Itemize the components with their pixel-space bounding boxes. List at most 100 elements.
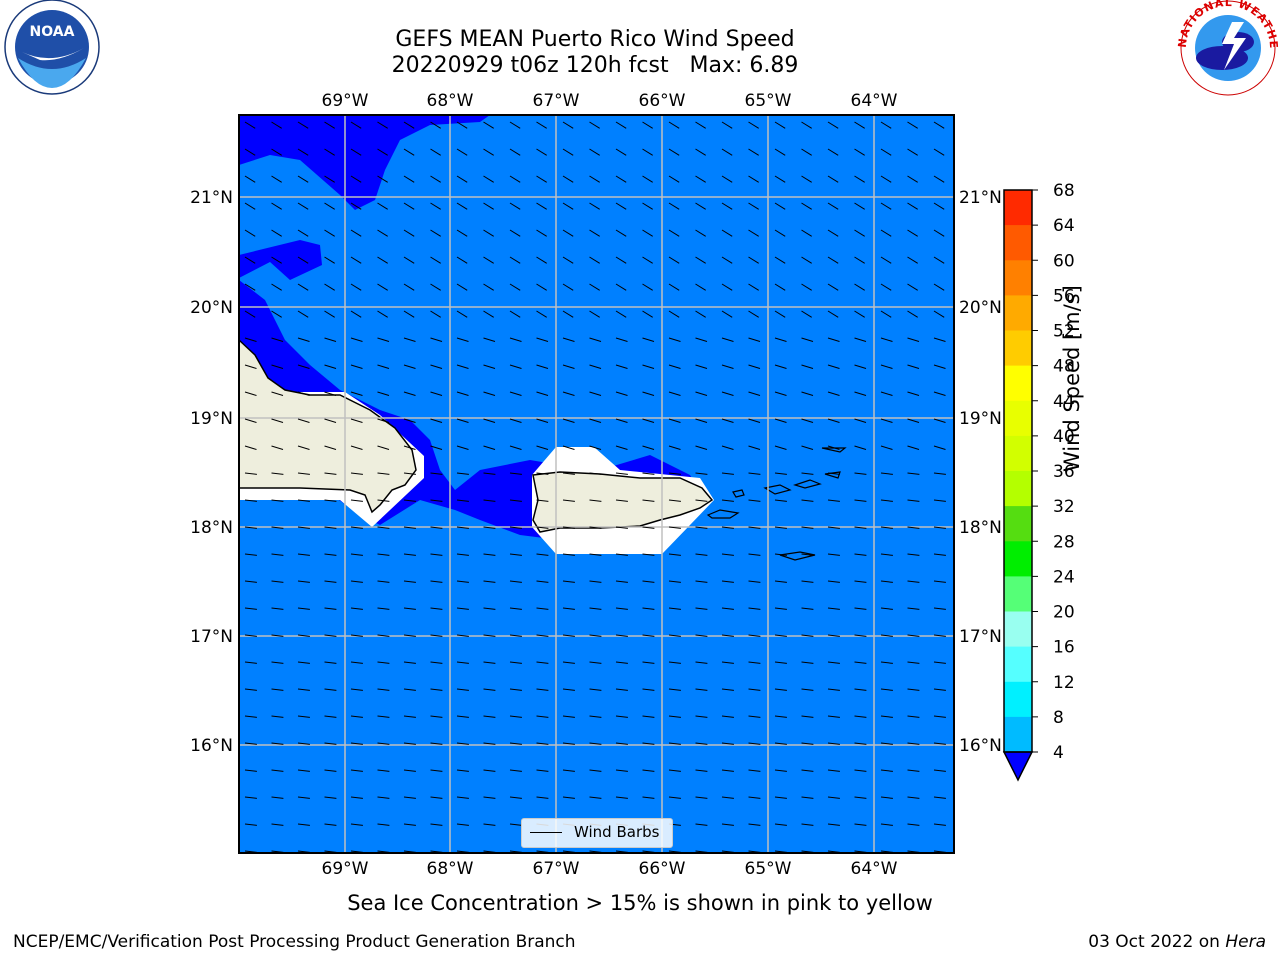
wind-barb [377, 445, 390, 450]
wind-barb [350, 607, 363, 610]
wind-barb [350, 526, 363, 529]
nws-logo-text: NATIONAL WEATHER SERVICE [0, 0, 1279, 50]
wind-barb [880, 796, 893, 799]
wind-barb [536, 121, 547, 129]
wind-barb [907, 256, 918, 264]
wind-barb [721, 526, 734, 529]
wind-barb [403, 391, 416, 396]
wind-barb [244, 256, 256, 264]
wind-barb [774, 769, 787, 772]
wind-barb [271, 526, 284, 529]
wind-barb [509, 202, 521, 210]
wind-barb [589, 526, 602, 529]
wind-barb [774, 607, 787, 610]
wind-barb [536, 202, 547, 210]
wind-barb [430, 823, 443, 826]
wind-barb [271, 256, 282, 264]
wind-barb [456, 769, 469, 772]
wind-barb [324, 472, 337, 475]
wind-barb [801, 823, 814, 826]
wind-barb [827, 742, 840, 745]
lon-label-top: 66°W [639, 91, 686, 111]
wind-barb [907, 607, 920, 610]
wind-barb [324, 202, 335, 210]
wind-barb [483, 418, 496, 423]
colorbar-segment [1004, 716, 1032, 753]
wind-barb [483, 823, 496, 826]
wind-barb [403, 418, 416, 423]
wind-barb [721, 769, 734, 772]
wind-barb [854, 715, 867, 718]
wind-barb [297, 742, 310, 745]
wind-barb [721, 472, 734, 475]
wind-barb [350, 175, 362, 183]
wind-barb [244, 553, 257, 556]
wind-barb [933, 742, 946, 745]
wind-barb [615, 148, 627, 156]
wind-barb [907, 202, 918, 210]
lat-label-left: 18°N [190, 518, 233, 538]
wind-barb [536, 229, 547, 237]
wind-barb [854, 499, 867, 502]
wind-barb [456, 175, 468, 183]
wind-barb [827, 499, 840, 502]
wind-barb [642, 553, 655, 556]
wind-barb [721, 418, 734, 423]
wind-barb [483, 148, 494, 156]
wind-barb [880, 634, 893, 637]
wind-barb [562, 364, 575, 369]
wind-barb [244, 580, 257, 583]
wind-barb [854, 823, 867, 826]
wind-barb [483, 634, 496, 637]
wind-barb [801, 175, 812, 183]
wind-barb [668, 337, 681, 342]
wind-barb [377, 796, 390, 799]
wind-barb [748, 607, 761, 610]
wind-barb [801, 337, 814, 342]
wind-barb [589, 175, 600, 183]
wind-barb [324, 553, 337, 556]
wind-barb [748, 337, 761, 342]
wind-barb [350, 742, 363, 745]
wind-barb [880, 526, 893, 529]
wind-barb [589, 472, 602, 475]
wind-barb [854, 310, 865, 318]
wind-barb [483, 580, 496, 583]
wind-barb [244, 823, 257, 826]
wind-barb [695, 823, 708, 826]
wind-barb [244, 661, 257, 664]
wind-barb [933, 121, 945, 129]
wind-barb [324, 418, 337, 423]
wind-barb [377, 175, 388, 183]
wind-barb [933, 445, 946, 450]
wind-barb [456, 121, 468, 129]
wind-barb [801, 418, 814, 423]
wind-barb [854, 148, 865, 156]
wind-barb [801, 688, 814, 691]
wind-barb [907, 121, 918, 129]
wind-barb [695, 796, 708, 799]
colorbar-segment [1004, 260, 1032, 296]
wind-barb [350, 256, 362, 264]
wind-barb [350, 823, 363, 826]
footer-date-text: 03 Oct 2022 on [1088, 932, 1226, 952]
wind-barb [827, 391, 840, 396]
wind-barb [324, 526, 337, 529]
wind-barb [377, 499, 390, 502]
wind-barb [244, 445, 257, 450]
wind-barb [907, 472, 920, 475]
wind-barb [430, 445, 443, 450]
wind-barb [430, 499, 443, 502]
wind-barb [668, 607, 681, 610]
wind-barb [907, 769, 920, 772]
wind-barb [350, 499, 363, 502]
wind-barb [880, 769, 893, 772]
wind-barb [244, 283, 256, 291]
colorbar-segment [1004, 295, 1032, 331]
wind-barb [509, 229, 521, 237]
wind-barb [244, 364, 257, 369]
wind-barb [350, 634, 363, 637]
wind-barb [721, 823, 734, 826]
wind-barb [748, 553, 761, 556]
wind-barb [615, 229, 627, 237]
